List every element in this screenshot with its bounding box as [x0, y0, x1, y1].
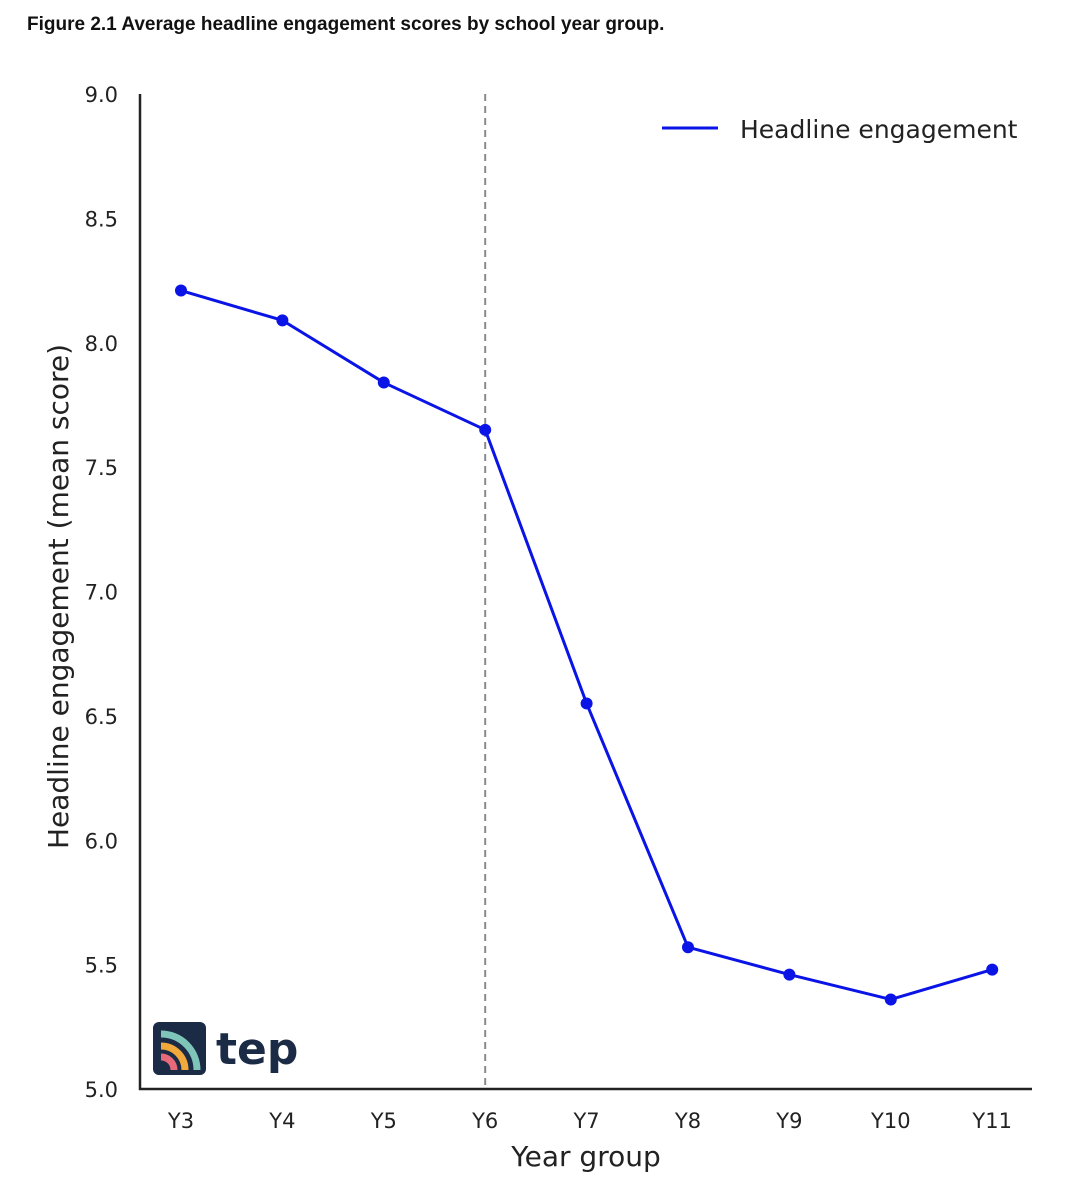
y-tick-label: 7.5	[85, 456, 118, 480]
x-tick-label: Y4	[268, 1109, 295, 1133]
data-point	[276, 314, 289, 327]
y-tick-label: 9.0	[85, 83, 118, 107]
x-tick-label: Y6	[471, 1109, 498, 1133]
data-point	[986, 963, 999, 976]
x-tick-label: Y10	[870, 1109, 911, 1133]
y-tick-label: 6.5	[85, 705, 118, 729]
y-tick-label: 6.0	[85, 829, 118, 853]
y-tick-label: 8.5	[85, 207, 118, 231]
logo-arc-inner	[160, 1053, 178, 1071]
axes	[138, 94, 1032, 1091]
legend-label: Headline engagement	[740, 115, 1018, 144]
y-tick-label: 5.5	[85, 954, 118, 978]
x-tick-label: Y7	[572, 1109, 599, 1133]
x-tick-label: Y5	[370, 1109, 397, 1133]
x-tick-label: Y8	[674, 1109, 701, 1133]
legend: Headline engagement	[662, 115, 1018, 144]
logo-arc-outer	[160, 1030, 201, 1071]
logo-arc-middle	[160, 1042, 189, 1071]
series-line-headline-engagement	[180, 289, 993, 1001]
figure-caption: Figure 2.1 Average headline engagement s…	[27, 14, 665, 35]
data-point	[479, 423, 492, 436]
x-axis-title: Year group	[510, 1140, 661, 1173]
y-axis-title: Headline engagement (mean score)	[42, 344, 75, 849]
data-point	[580, 697, 593, 710]
x-tick-label: Y3	[167, 1109, 194, 1133]
tep-logo: tep	[153, 1022, 298, 1075]
x-tick-label: Y9	[775, 1109, 802, 1133]
data-point	[377, 376, 390, 389]
data-point	[682, 941, 694, 954]
y-tick-label: 8.0	[85, 332, 118, 356]
data-point	[783, 968, 796, 981]
data-point	[175, 284, 187, 297]
logo-wordmark: tep	[216, 1024, 298, 1075]
y-tick-label: 5.0	[85, 1078, 118, 1102]
tick-labels: 5.0 5.5 6.0 6.5 7.0 7.5 8.0 8.5 9.0 Y3 Y4 Y5 Y6 Y7 Y8 Y…	[85, 83, 1012, 1133]
series-layer	[175, 284, 999, 1006]
y-tick-label: 7.0	[85, 581, 118, 605]
x-tick-label: Y11	[971, 1109, 1012, 1133]
data-point	[884, 993, 897, 1006]
